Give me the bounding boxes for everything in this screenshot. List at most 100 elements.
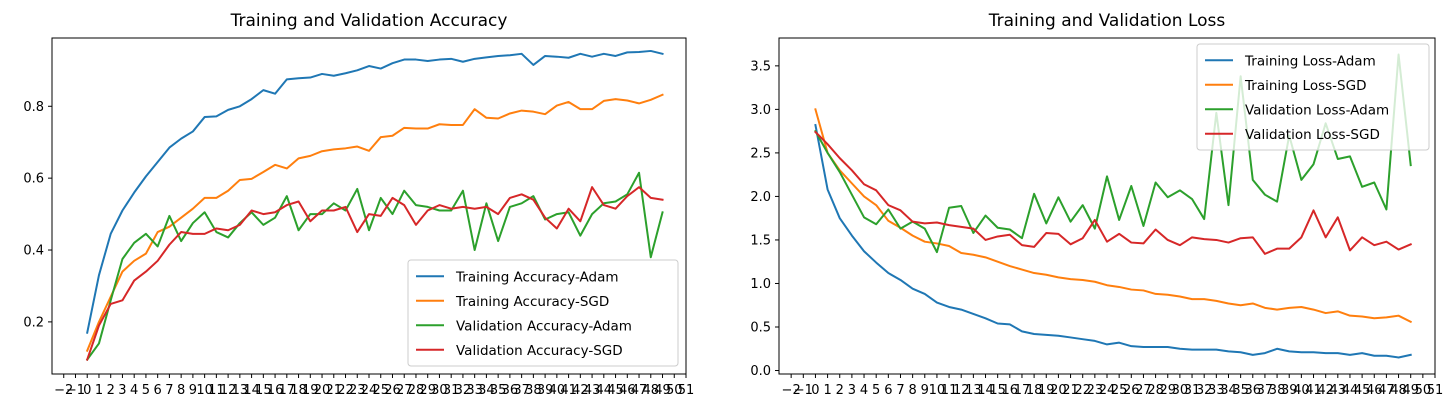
x-tick-label: 6 <box>154 383 162 398</box>
x-tick-label: 33 <box>1208 383 1225 398</box>
x-tick-label: 0 <box>83 383 91 398</box>
x-tick-label: 28 <box>1147 383 1164 398</box>
x-tick-label: 40 <box>549 383 566 398</box>
x-tick-label: 31 <box>443 383 460 398</box>
x-tick-label: 0 <box>811 383 819 398</box>
x-tick-label: 15 <box>255 383 272 398</box>
x-tick-label: 30 <box>431 383 448 398</box>
legend: Training Accuracy-Adam Training Accuracy-… <box>407 259 679 367</box>
x-tick-label: 11 <box>941 383 958 398</box>
legend-box <box>407 259 679 367</box>
x-tick-label: 29 <box>1159 383 1176 398</box>
y-tick-label: 0.6 <box>23 172 44 187</box>
x-tick-label: 18 <box>290 383 307 398</box>
x-tick-label: 42 <box>572 383 589 398</box>
x-tick-label: 35 <box>490 383 507 398</box>
series-line-validation-accuracy-sgd <box>85 186 664 361</box>
x-tick-label: 20 <box>1050 383 1067 398</box>
x-tick-label: 6 <box>884 383 892 398</box>
x-tick-label: 19 <box>1038 383 1055 398</box>
legend-label: Validation Loss-Adam <box>1245 102 1389 118</box>
x-tick-label: 22 <box>337 383 354 398</box>
x-tick-label: 46 <box>619 383 636 398</box>
x-tick-label: 1 <box>823 383 831 398</box>
x-tick-label: 3 <box>118 383 126 398</box>
x-tick-label: 34 <box>478 383 495 398</box>
x-tick-label: 13 <box>232 383 249 398</box>
x-tick-label: 23 <box>1087 383 1104 398</box>
loss-chart: Training and Validation Loss 0.0 0.5 1.0 1.5… <box>750 11 1443 398</box>
x-tick-label: 47 <box>631 383 648 398</box>
x-tick-label: 51 <box>1427 383 1444 398</box>
x-tick-label: 19 <box>302 383 319 398</box>
x-tick-label: 8 <box>908 383 916 398</box>
x-tick-label: 51 <box>678 383 695 398</box>
x-tick-label: 43 <box>584 383 601 398</box>
x-tick-label: 45 <box>1354 383 1371 398</box>
x-tick-label: 21 <box>326 383 343 398</box>
x-tick-label: 35 <box>1232 383 1249 398</box>
x-tick-label: 41 <box>1305 383 1322 398</box>
y-tick-label: 2.0 <box>750 190 771 205</box>
x-tick-label: 34 <box>1220 383 1237 398</box>
x-tick-label: −2 <box>782 383 801 398</box>
x-tick-label: 46 <box>1366 383 1383 398</box>
x-tick-label: 38 <box>1269 383 1286 398</box>
x-tick-label: 12 <box>953 383 970 398</box>
y-tick-label: 0.5 <box>750 320 771 335</box>
x-tick-label: 48 <box>643 383 660 398</box>
x-tick-label: 15 <box>989 383 1006 398</box>
series-line-training-accuracy-adam <box>86 49 664 334</box>
x-tick-label: 44 <box>596 383 613 398</box>
x-tick-label: 2 <box>836 383 844 398</box>
x-tick-label: 13 <box>965 383 982 398</box>
legend-label: Training Loss-Adam <box>1244 53 1376 69</box>
x-tick-label: 25 <box>372 383 389 398</box>
x-tick-label: 7 <box>896 383 904 398</box>
x-tick-label: −2 <box>54 383 73 398</box>
x-tick-label: 4 <box>130 383 138 398</box>
x-tick-label: 32 <box>1196 383 1213 398</box>
x-tick-label: 17 <box>1014 383 1031 398</box>
x-tick-label: 47 <box>1378 383 1395 398</box>
x-tick-label: 39 <box>1281 383 1298 398</box>
legend: Training Loss-Adam Training Loss-SGD Valid… <box>1196 43 1430 151</box>
x-tick-label: 5 <box>142 383 150 398</box>
x-tick-label: 28 <box>408 383 425 398</box>
x-tick-label: 9 <box>189 383 197 398</box>
x-tick-label: 37 <box>513 383 530 398</box>
chart-title: Training and Validation Accuracy <box>230 11 508 31</box>
x-tick-label: 26 <box>1123 383 1140 398</box>
x-tick-label: 44 <box>1342 383 1359 398</box>
y-tick-label: 1.0 <box>750 277 771 292</box>
x-tick-label: 24 <box>1099 383 1116 398</box>
x-tick-label: 3 <box>848 383 856 398</box>
x-tick-label: 4 <box>860 383 868 398</box>
y-tick-label: 2.5 <box>750 146 771 161</box>
series-line-validation-loss-sgd <box>814 130 1413 255</box>
x-tick-label: 24 <box>361 383 378 398</box>
x-tick-label: 8 <box>177 383 185 398</box>
x-tick-label: 2 <box>107 383 115 398</box>
chart-title: Training and Validation Loss <box>988 11 1226 31</box>
legend-label: Training Loss-SGD <box>1244 78 1366 94</box>
x-tick-label: 16 <box>267 383 284 398</box>
x-tick-label: 10 <box>196 383 213 398</box>
legend-label: Validation Loss-SGD <box>1245 127 1380 143</box>
x-tick-label: 39 <box>537 383 554 398</box>
x-tick-label: 48 <box>1390 383 1407 398</box>
x-tick-label: 20 <box>314 383 331 398</box>
x-tick-label: 49 <box>1402 383 1419 398</box>
x-tick-label: 16 <box>1002 383 1019 398</box>
y-tick-label: 0.0 <box>750 364 771 379</box>
y-tick-label: 0.2 <box>23 315 44 330</box>
x-tick-label: 5 <box>872 383 880 398</box>
x-tick-label: 27 <box>1135 383 1152 398</box>
x-tick-label: 50 <box>666 383 683 398</box>
y-tick-label: 1.5 <box>750 233 771 248</box>
x-tick-label: 45 <box>607 383 624 398</box>
series-line-training-accuracy-sgd <box>85 93 664 352</box>
x-tick-label: 10 <box>929 383 946 398</box>
series-line-training-loss-sgd <box>814 108 1413 324</box>
x-tick-label: 22 <box>1074 383 1091 398</box>
